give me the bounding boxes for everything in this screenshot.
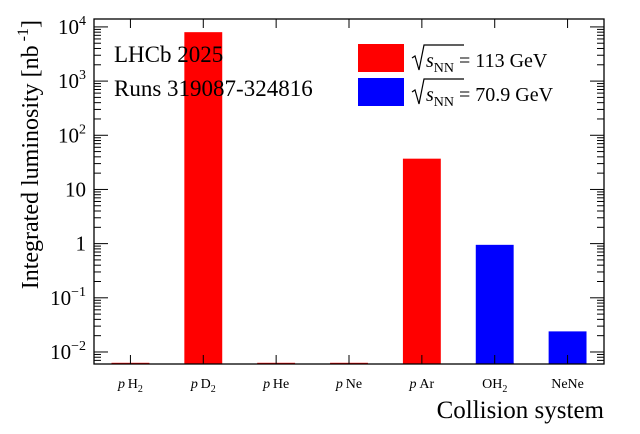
category-label: p D2 [190, 377, 216, 395]
category-label: p Ne [335, 377, 362, 392]
x-axis-title: Collision system [437, 397, 605, 424]
runs-label: Runs 319087-324816 [114, 76, 313, 101]
legend-swatch-0 [358, 44, 404, 72]
y-tick-label: 10−2 [50, 339, 86, 364]
category-label: p He [262, 377, 289, 392]
category-label: p H2 [117, 377, 143, 395]
y-tick-label: 102 [58, 122, 86, 147]
category-label: NeNe [551, 377, 584, 392]
y-tick-label: 10 [65, 177, 86, 201]
legend-swatch-1 [358, 78, 404, 106]
y-tick-label: 103 [58, 68, 86, 93]
legend-label-0: sNN = 113 GeV [426, 50, 548, 76]
category-label: OH2 [482, 377, 507, 395]
legend: sNN = 113 GeV sNN = 70.9 GeV [358, 44, 554, 110]
experiment-label: LHCb 2025 [114, 42, 223, 67]
axes-layer [93, 18, 605, 365]
legend-label-1: sNN = 70.9 GeV [426, 84, 554, 110]
bar-s0-4 [402, 158, 441, 364]
bars-layer [111, 32, 587, 365]
y-axis-title: Integrated luminosity [nb -1] [15, 20, 44, 289]
y-tick-label: 1 [76, 232, 87, 256]
y-tick-label: 10−1 [50, 285, 86, 310]
y-tick-label: 104 [58, 14, 86, 39]
sqrt-icon [411, 44, 464, 71]
category-label: p Ar [409, 377, 435, 392]
text-layer: 10−2 10−1 1 10 102 103 104 p H2 p D2 p He p Ne p Ar… [15, 14, 605, 424]
bar-s1-5 [475, 244, 514, 364]
sqrt-icon [411, 78, 464, 105]
bar-s0-1 [184, 32, 223, 365]
